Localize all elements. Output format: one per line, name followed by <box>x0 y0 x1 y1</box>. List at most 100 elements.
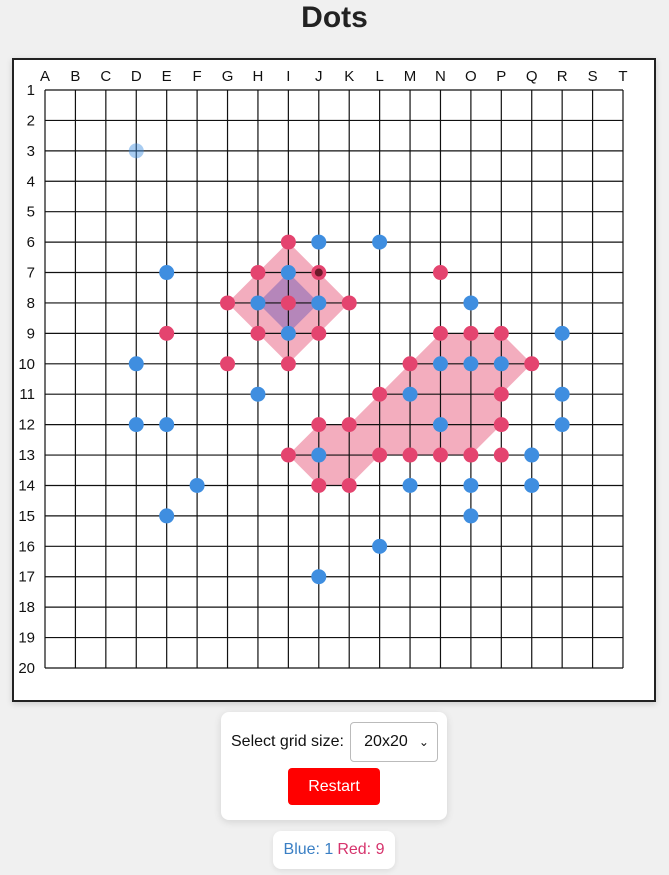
red-dot <box>280 295 296 311</box>
column-label: M <box>404 68 417 85</box>
row-label: 8 <box>27 295 35 312</box>
restart-button[interactable]: Restart <box>288 768 380 805</box>
blue-dot <box>554 386 570 402</box>
red-dot <box>402 356 418 372</box>
controls-panel: Select grid size: 20x20 ⌄ Restart <box>221 712 447 820</box>
blue-dot <box>463 508 479 524</box>
row-label: 11 <box>19 386 35 403</box>
red-dot <box>463 447 479 463</box>
column-label: T <box>618 68 627 85</box>
red-dot <box>159 325 175 341</box>
column-label: O <box>465 68 477 85</box>
blue-dot <box>372 234 388 250</box>
red-dot <box>220 295 236 311</box>
row-label: 6 <box>27 234 35 251</box>
blue-dot <box>493 356 509 372</box>
row-label: 4 <box>27 173 35 190</box>
board-canvas[interactable]: A B C D E F G H I J K L M N O P Q R S T12345678910111213141… <box>14 60 654 700</box>
column-label: G <box>222 68 234 85</box>
blue-dot <box>372 538 388 554</box>
blue-dot <box>432 356 448 372</box>
column-label: P <box>496 68 506 85</box>
blue-dot <box>432 417 448 433</box>
red-dot <box>432 447 448 463</box>
red-dot <box>372 386 388 402</box>
column-label: E <box>162 68 172 85</box>
blue-dot <box>311 295 327 311</box>
blue-dot <box>524 447 540 463</box>
score-display: Blue: 1 Red: 9 <box>273 831 395 869</box>
row-label: 16 <box>18 538 35 555</box>
red-dot <box>341 295 357 311</box>
row-label: 20 <box>18 660 35 677</box>
blue-dot <box>311 447 327 463</box>
blue-dot <box>402 477 418 493</box>
red-dot <box>402 447 418 463</box>
blue-dot <box>159 508 175 524</box>
row-label: 13 <box>18 447 35 464</box>
blue-dot <box>159 265 175 281</box>
blue-score: Blue: 1 <box>283 841 334 858</box>
blue-dot <box>280 265 296 281</box>
column-label: L <box>375 68 383 85</box>
row-label: 15 <box>18 508 35 525</box>
column-label: R <box>557 68 568 85</box>
column-label: J <box>315 68 323 85</box>
row-label: 19 <box>18 630 35 647</box>
red-dot <box>250 325 266 341</box>
row-label: 14 <box>18 477 35 494</box>
blue-dot <box>280 325 296 341</box>
row-label: 12 <box>18 417 35 434</box>
red-dot <box>311 417 327 433</box>
blue-dot <box>524 477 540 493</box>
red-dot <box>463 325 479 341</box>
row-label: 5 <box>27 204 35 221</box>
column-label: Q <box>526 68 538 85</box>
red-dot <box>493 447 509 463</box>
red-dot <box>432 265 448 281</box>
game-board[interactable]: A B C D E F G H I J K L M N O P Q R S T 1 2 3 4 5 6 7 8 9 10 11 12 13 14 1… <box>12 58 656 702</box>
red-dot <box>311 477 327 493</box>
column-label: F <box>193 68 202 85</box>
blue-dot <box>311 569 327 585</box>
row-label: 18 <box>18 599 35 616</box>
page-title: Dots <box>301 1 368 34</box>
red-dot <box>220 356 236 372</box>
column-label: B <box>70 68 80 85</box>
column-label: C <box>100 68 111 85</box>
last-move-marker <box>314 268 323 277</box>
column-label: N <box>435 68 446 85</box>
blue-dot <box>554 417 570 433</box>
blue-dot <box>159 417 175 433</box>
blue-dot <box>463 295 479 311</box>
column-label: I <box>286 68 290 85</box>
grid-size-label: Select grid size: <box>231 733 344 750</box>
column-label: H <box>253 68 264 85</box>
red-dot <box>524 356 540 372</box>
column-label: S <box>588 68 598 85</box>
column-label: D <box>131 68 142 85</box>
blue-dot <box>554 325 570 341</box>
red-dot <box>493 325 509 341</box>
blue-dot <box>250 295 266 311</box>
red-dot <box>432 325 448 341</box>
grid-size-value: 20x20 <box>364 733 408 750</box>
blue-dot <box>463 477 479 493</box>
red-dot <box>493 386 509 402</box>
row-label: 9 <box>27 325 35 342</box>
red-dot <box>250 265 266 281</box>
column-label: A <box>40 68 50 85</box>
row-label: 17 <box>18 569 35 586</box>
red-dot <box>280 234 296 250</box>
blue-dot <box>463 356 479 372</box>
grid-size-select[interactable]: 20x20 ⌄ <box>349 722 438 762</box>
row-label: 10 <box>18 356 35 373</box>
hover-dot-preview[interactable] <box>128 143 144 159</box>
red-dot <box>280 447 296 463</box>
grid-size-row: Select grid size: 20x20 ⌄ <box>231 722 438 762</box>
red-dot <box>493 417 509 433</box>
red-score: Red: 9 <box>337 841 385 858</box>
column-label: K <box>344 68 354 85</box>
blue-dot <box>128 356 144 372</box>
red-dot <box>311 325 327 341</box>
